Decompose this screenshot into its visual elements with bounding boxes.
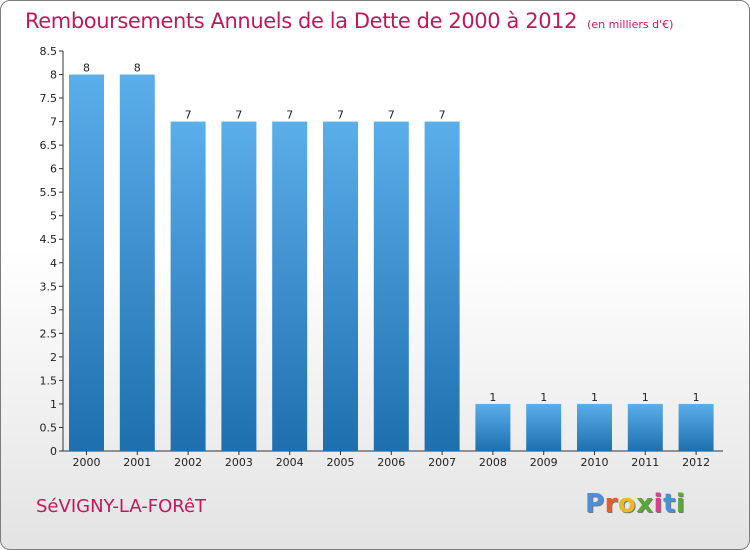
data-label: 8 bbox=[83, 62, 90, 75]
x-tick-label: 2000 bbox=[73, 456, 101, 469]
data-label: 1 bbox=[642, 391, 649, 404]
x-tick-label: 2010 bbox=[581, 456, 609, 469]
data-label: 8 bbox=[134, 62, 141, 75]
data-label: 7 bbox=[388, 109, 395, 122]
data-label: 7 bbox=[286, 109, 293, 122]
bar bbox=[69, 74, 104, 451]
bar bbox=[577, 403, 612, 451]
data-label: 7 bbox=[235, 109, 242, 122]
bar bbox=[678, 403, 714, 451]
x-tick-label: 2012 bbox=[682, 456, 710, 469]
logo-letter: t bbox=[662, 489, 676, 519]
data-label: 7 bbox=[337, 109, 344, 122]
y-tick-label: 0.5 bbox=[40, 421, 58, 434]
y-tick-label: 6.5 bbox=[40, 139, 58, 152]
proxiti-logo[interactable]: Proxiti bbox=[585, 489, 685, 519]
logo-letter: o bbox=[617, 489, 637, 519]
y-tick-label: 5.5 bbox=[40, 186, 58, 199]
y-tick-label: 2 bbox=[50, 351, 57, 364]
y-tick-label: 1 bbox=[50, 398, 57, 411]
x-tick-label: 2007 bbox=[428, 456, 456, 469]
x-tick-label: 2001 bbox=[123, 456, 151, 469]
x-tick-label: 2011 bbox=[631, 456, 659, 469]
city-name: SéVIGNY-LA-FORêT bbox=[36, 496, 207, 517]
data-label: 1 bbox=[540, 391, 547, 404]
data-label: 7 bbox=[439, 109, 446, 122]
y-tick-label: 8 bbox=[50, 69, 57, 82]
bar bbox=[373, 121, 409, 452]
logo-letter: r bbox=[604, 489, 618, 519]
y-tick-label: 3.5 bbox=[40, 280, 58, 293]
bar bbox=[475, 403, 511, 451]
data-label: 1 bbox=[489, 391, 496, 404]
y-tick-label: 3 bbox=[50, 304, 57, 317]
x-tick-label: 2008 bbox=[479, 456, 507, 469]
title-text: Remboursements Annuels de la Dette de 20… bbox=[25, 9, 578, 33]
data-label: 1 bbox=[693, 391, 700, 404]
y-tick-label: 0 bbox=[50, 445, 57, 458]
data-label: 1 bbox=[591, 391, 598, 404]
bar bbox=[170, 121, 206, 452]
y-tick-label: 5 bbox=[50, 210, 57, 223]
y-tick-label: 8.5 bbox=[40, 45, 58, 58]
x-tick-label: 2002 bbox=[174, 456, 202, 469]
x-tick-label: 2009 bbox=[530, 456, 558, 469]
unit-label: (en milliers d'€) bbox=[587, 18, 674, 31]
logo-letter: i bbox=[675, 489, 686, 519]
logo-letter: P bbox=[585, 489, 605, 519]
chart-title: Remboursements Annuels de la Dette de 20… bbox=[25, 9, 673, 33]
y-tick-label: 1.5 bbox=[40, 374, 58, 387]
logo-letter: x bbox=[636, 489, 654, 519]
bar bbox=[627, 403, 663, 451]
x-tick-label: 2005 bbox=[327, 456, 355, 469]
bar bbox=[119, 74, 155, 451]
y-tick-label: 2.5 bbox=[40, 327, 58, 340]
logo-letter: i bbox=[653, 489, 663, 519]
bar bbox=[526, 403, 562, 451]
y-tick-label: 6 bbox=[50, 163, 57, 176]
y-tick-label: 7.5 bbox=[40, 92, 58, 105]
bar bbox=[323, 121, 358, 452]
y-tick-label: 4 bbox=[50, 257, 57, 270]
y-tick-label: 4.5 bbox=[40, 233, 58, 246]
data-label: 7 bbox=[185, 109, 192, 122]
bar bbox=[221, 121, 257, 452]
bar bbox=[272, 121, 308, 452]
x-tick-label: 2006 bbox=[377, 456, 405, 469]
y-tick-label: 7 bbox=[50, 116, 57, 129]
x-tick-label: 2003 bbox=[225, 456, 253, 469]
bar bbox=[424, 121, 460, 452]
x-tick-label: 2004 bbox=[276, 456, 304, 469]
